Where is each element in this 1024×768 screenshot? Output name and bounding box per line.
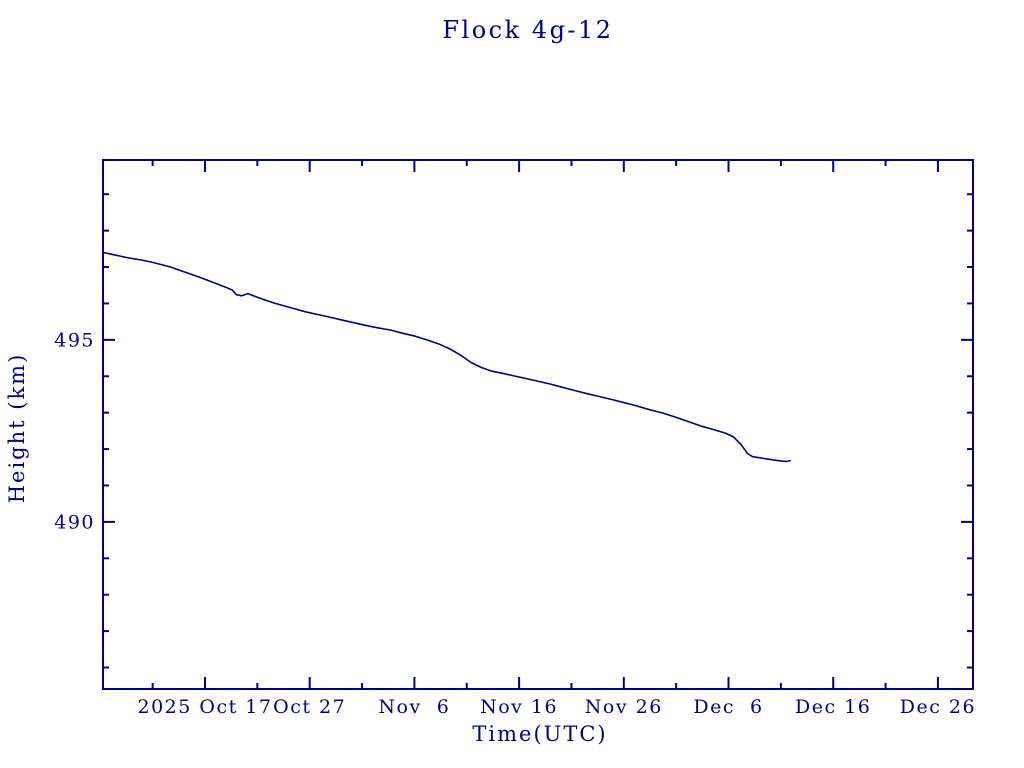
y-axis-ticks: 490 495 bbox=[54, 193, 973, 669]
y-axis-title: Height (km) bbox=[5, 353, 29, 504]
x-tick-label: Dec 16 bbox=[795, 696, 871, 718]
chart-title: Flock 4g-12 bbox=[442, 16, 613, 44]
x-axis-title: Time(UTC) bbox=[472, 722, 607, 746]
x-axis-ticks: 2025 Oct 17 Oct 27 Nov 6 Nov 16 Nov 26 Dec 6 D… bbox=[137, 160, 976, 718]
y-tick-label: 495 bbox=[54, 329, 95, 351]
x-tick-label: Nov 6 bbox=[378, 696, 450, 718]
y-tick-label: 490 bbox=[54, 511, 95, 533]
x-tick-label: Dec 6 bbox=[693, 696, 763, 718]
x-tick-label: Nov 16 bbox=[480, 696, 558, 718]
x-tick-label: Dec 26 bbox=[900, 696, 976, 718]
x-tick-label: Oct 27 bbox=[273, 696, 346, 718]
x-tick-label: 2025 Oct 17 bbox=[137, 696, 272, 718]
height-series-line bbox=[102, 251, 792, 463]
x-tick-label: Nov 26 bbox=[585, 696, 663, 718]
plot-frame bbox=[102, 159, 974, 690]
